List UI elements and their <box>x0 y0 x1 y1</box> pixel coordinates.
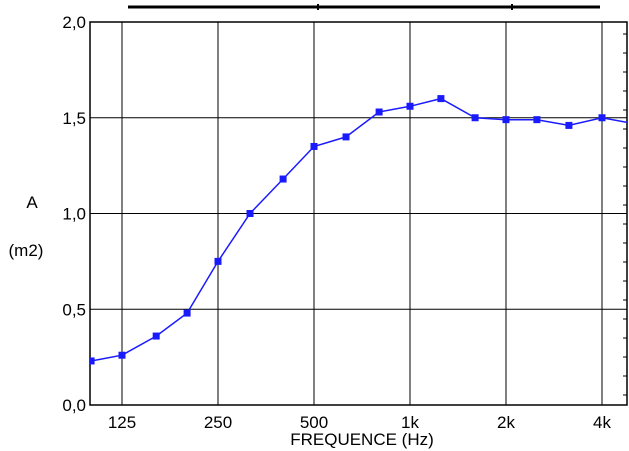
x-tick-label: 4k <box>593 413 611 432</box>
data-point <box>279 175 287 183</box>
data-point <box>90 357 95 365</box>
y-axis-unit-label: (m2) <box>9 241 44 260</box>
data-point <box>565 121 573 129</box>
data-point <box>375 108 383 116</box>
data-point <box>598 114 606 122</box>
y-tick-label: 0,5 <box>62 300 86 319</box>
y-tick-label: 0,0 <box>62 396 86 415</box>
y-axis: 0,0 0,5 1,0 1,5 2,0 <box>62 13 86 415</box>
top-decoration <box>128 4 600 10</box>
y-tick-label: 2,0 <box>62 13 86 32</box>
x-axis-label: FREQUENCE (Hz) <box>290 430 434 449</box>
series-clip-group <box>90 95 627 365</box>
data-point <box>471 114 479 122</box>
data-point <box>502 116 510 124</box>
x-tick-label: 500 <box>300 413 328 432</box>
y-axis-label: A <box>26 193 38 212</box>
data-point <box>310 142 318 150</box>
data-point <box>183 309 191 317</box>
x-tick-label: 2k <box>497 413 515 432</box>
data-point <box>533 116 541 124</box>
data-point <box>437 95 445 103</box>
y-tick-label: 1,5 <box>62 109 86 128</box>
series-line <box>90 97 627 362</box>
x-tick-label: 125 <box>108 413 136 432</box>
data-point <box>342 133 350 141</box>
data-point <box>152 332 160 340</box>
data-point <box>118 351 126 359</box>
series-group <box>90 95 627 365</box>
data-point <box>246 210 254 217</box>
x-tick-label: 1k <box>401 413 419 432</box>
x-axis: 125 250 500 1k 2k 4k <box>108 413 612 432</box>
data-point <box>214 257 222 265</box>
data-point <box>406 102 414 110</box>
x-tick-label: 250 <box>204 413 232 432</box>
y-tick-label: 1,0 <box>62 205 86 224</box>
